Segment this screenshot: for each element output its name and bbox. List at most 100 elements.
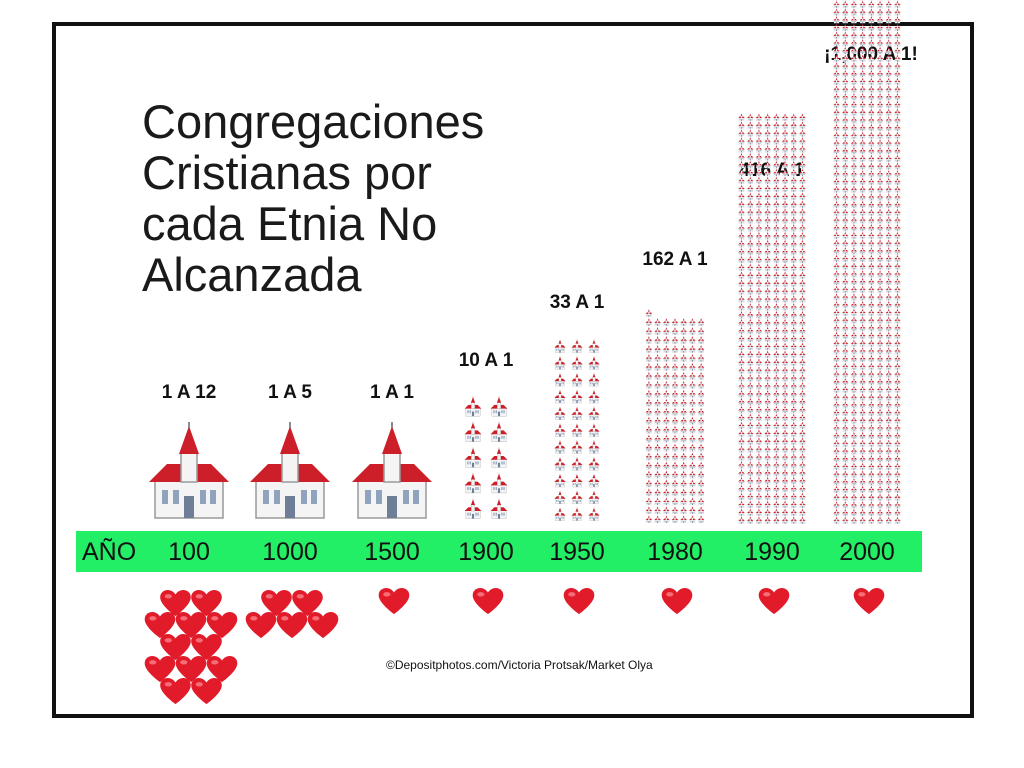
church-mark bbox=[876, 316, 884, 324]
church-mark bbox=[781, 460, 789, 469]
church-mark bbox=[571, 356, 583, 370]
church-mark bbox=[755, 484, 763, 493]
church-mark bbox=[697, 371, 705, 380]
church-mark bbox=[799, 294, 806, 303]
church-mark bbox=[859, 470, 866, 478]
church-mark bbox=[680, 389, 688, 398]
church-mark bbox=[645, 335, 653, 344]
church-mark bbox=[662, 398, 670, 407]
church-mark bbox=[790, 421, 797, 429]
church-mark bbox=[755, 136, 763, 145]
church-mark bbox=[738, 239, 745, 248]
church-mark bbox=[654, 326, 661, 335]
church-mark bbox=[773, 287, 780, 295]
church-mark bbox=[868, 208, 875, 216]
church-mark bbox=[842, 416, 849, 424]
church-mark bbox=[781, 239, 789, 248]
church-mark bbox=[894, 431, 901, 440]
church-mark bbox=[773, 437, 780, 445]
church-mark bbox=[680, 470, 688, 479]
church-mark bbox=[859, 154, 866, 162]
church-mark bbox=[755, 476, 763, 485]
church-mark bbox=[662, 389, 670, 398]
church-mark bbox=[859, 100, 866, 108]
church-mark bbox=[859, 277, 866, 286]
church-mark bbox=[833, 246, 840, 255]
church-mark bbox=[738, 136, 745, 145]
church-mark bbox=[738, 452, 745, 461]
church-mark bbox=[799, 121, 806, 129]
church-mark bbox=[894, 77, 901, 85]
church-mark bbox=[689, 470, 696, 479]
church-mark bbox=[781, 208, 789, 216]
church-mark bbox=[781, 129, 789, 137]
church-mark bbox=[833, 100, 840, 108]
church-mark bbox=[755, 255, 763, 264]
church-mark bbox=[833, 431, 840, 440]
church-mark bbox=[894, 246, 901, 255]
church-mark bbox=[885, 123, 892, 132]
church-mark bbox=[773, 468, 780, 477]
church-mark bbox=[773, 350, 780, 358]
church-mark bbox=[876, 500, 884, 509]
church-mark bbox=[842, 431, 849, 440]
church-mark bbox=[764, 247, 771, 256]
church-mark bbox=[755, 129, 763, 137]
church-mark bbox=[738, 192, 745, 200]
church-mark bbox=[842, 185, 849, 193]
church-mark bbox=[859, 162, 866, 170]
church-mark bbox=[868, 362, 875, 370]
church-mark bbox=[662, 452, 670, 461]
church-mark bbox=[850, 216, 858, 224]
church-mark bbox=[876, 423, 884, 432]
church-mark bbox=[859, 23, 866, 31]
church-mark bbox=[885, 408, 892, 416]
church-mark bbox=[738, 476, 745, 485]
church-mark bbox=[799, 310, 806, 319]
church-mark bbox=[747, 413, 754, 422]
title-line: Congregaciones bbox=[142, 95, 485, 148]
church-mark bbox=[747, 136, 754, 145]
church-mark bbox=[850, 362, 858, 370]
church-mark bbox=[781, 508, 789, 516]
ratio-label: 1 A 1 bbox=[370, 382, 414, 403]
church-mark bbox=[654, 380, 661, 389]
church-mark bbox=[868, 108, 875, 116]
church-mark bbox=[850, 485, 858, 493]
church-mark bbox=[588, 490, 600, 504]
church-mark bbox=[868, 285, 875, 293]
church-mark bbox=[876, 439, 884, 447]
church-mark bbox=[755, 516, 763, 524]
church-mark bbox=[876, 231, 884, 239]
church-mark bbox=[885, 277, 892, 286]
church-mark bbox=[764, 279, 771, 287]
church-mark bbox=[868, 77, 875, 85]
church-mark bbox=[755, 381, 763, 390]
church-mark bbox=[680, 497, 688, 506]
church-mark bbox=[859, 477, 866, 486]
church-mark bbox=[799, 129, 806, 137]
church-mark bbox=[654, 344, 661, 353]
church-mark bbox=[764, 389, 771, 398]
church-mark bbox=[764, 468, 771, 477]
church-mark bbox=[738, 184, 745, 192]
church-mark bbox=[755, 310, 763, 319]
church-mark bbox=[773, 342, 780, 350]
church-mark bbox=[790, 342, 797, 350]
church-mark bbox=[876, 85, 884, 93]
church-mark bbox=[859, 462, 866, 470]
church-mark bbox=[894, 323, 901, 332]
church-mark bbox=[645, 434, 653, 443]
church-mark bbox=[755, 468, 763, 477]
church-mark bbox=[773, 310, 780, 319]
church-mark bbox=[850, 462, 858, 470]
church-mark bbox=[781, 192, 789, 200]
church-mark bbox=[781, 184, 789, 192]
church-mark bbox=[671, 479, 679, 488]
church-mark bbox=[781, 263, 789, 271]
church-mark bbox=[833, 162, 840, 170]
church-mark bbox=[876, 447, 884, 455]
church-mark bbox=[588, 356, 600, 370]
church-mark bbox=[894, 123, 901, 132]
church-mark bbox=[738, 342, 745, 350]
